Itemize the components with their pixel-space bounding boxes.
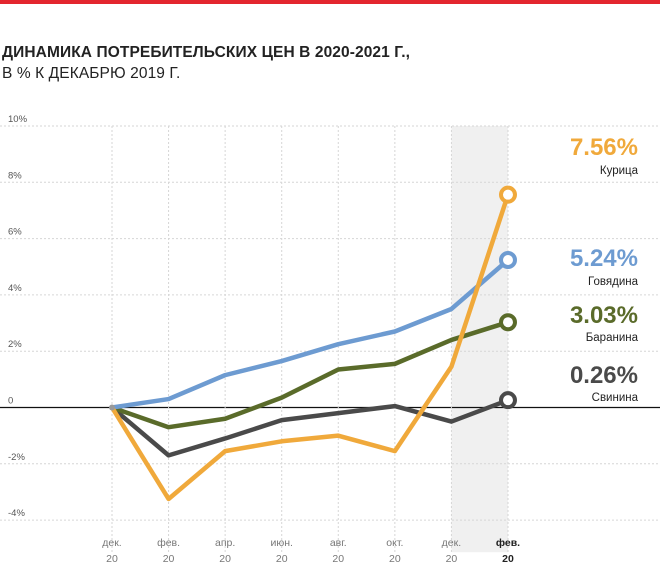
x-tick-label-top: фев. [496, 537, 520, 549]
chart-title-line1: ДИНАМИКА ПОТРЕБИТЕЛЬСКИХ ЦЕН В 2020-2021… [2, 44, 411, 61]
series-value-label: 0.26% [570, 362, 638, 389]
series-name-label: Баранина [586, 332, 639, 344]
chart-title-line2: В % К ДЕКАБРЮ 2019 Г. [2, 65, 181, 82]
x-tick-label-bottom: 20 [106, 553, 118, 565]
y-tick-label: 6% [8, 227, 22, 238]
x-tick-label-top: авг. [330, 537, 347, 549]
x-tick-label-top: фев. [157, 537, 180, 549]
y-tick-label: 8% [8, 170, 22, 181]
x-tick-label-bottom: 20 [502, 553, 514, 565]
series-line-1 [109, 257, 511, 410]
chart-title: ДИНАМИКА ПОТРЕБИТЕЛЬСКИХ ЦЕН В 2020-2021… [2, 42, 410, 84]
x-tick-label-top: дек. [102, 537, 121, 549]
series-name-label: Курица [600, 165, 639, 177]
x-axis-ticks: дек. 20 фев. 20 апр. 20 июн. 20 авг. 20 окт. 20 дек.… [102, 537, 520, 565]
y-axis-ticks: 10% 8% 6% 4% 2% 0 -2% -4% [8, 114, 28, 519]
gridlines [0, 125, 660, 553]
series-name-label: Говядина [588, 276, 639, 288]
x-tick-label-bottom: 20 [446, 553, 458, 565]
series-value-label: 5.24% [570, 245, 638, 272]
x-tick-label-top: дек. [442, 537, 461, 549]
x-tick-label-bottom: 20 [276, 553, 288, 565]
y-tick-label: -2% [8, 452, 25, 463]
series-line-0 [109, 192, 511, 502]
series-end-marker [498, 250, 517, 269]
series-end-marker [498, 313, 517, 332]
series-lines [109, 185, 517, 502]
x-tick-label-top: окт. [386, 537, 403, 549]
y-tick-label: 4% [8, 283, 22, 294]
series-line-3 [109, 397, 511, 458]
series-start-point [109, 404, 115, 411]
x-tick-label-bottom: 20 [219, 553, 231, 565]
series-end-marker [498, 391, 517, 410]
y-tick-label: -4% [8, 508, 25, 519]
series-name-label: Свинина [592, 392, 639, 404]
y-tick-label: 0 [8, 396, 13, 407]
x-tick-label-bottom: 20 [389, 553, 401, 565]
x-tick-label-top: апр. [215, 537, 235, 549]
x-tick-label-top: июн. [270, 537, 292, 549]
top-accent-bar [0, 0, 660, 4]
x-tick-label-bottom: 20 [163, 553, 175, 565]
series-value-label: 7.56% [570, 134, 638, 161]
series-value-label: 3.03% [570, 302, 638, 329]
series-line-2 [109, 319, 511, 430]
y-tick-label: 2% [8, 339, 22, 350]
series-end-marker [498, 185, 517, 204]
y-tick-label: 10% [8, 114, 28, 125]
x-tick-label-bottom: 20 [332, 553, 344, 565]
end-labels: 7.56% Курица 5.24% Говядина 3.03% Баранина 0.2… [570, 134, 639, 404]
